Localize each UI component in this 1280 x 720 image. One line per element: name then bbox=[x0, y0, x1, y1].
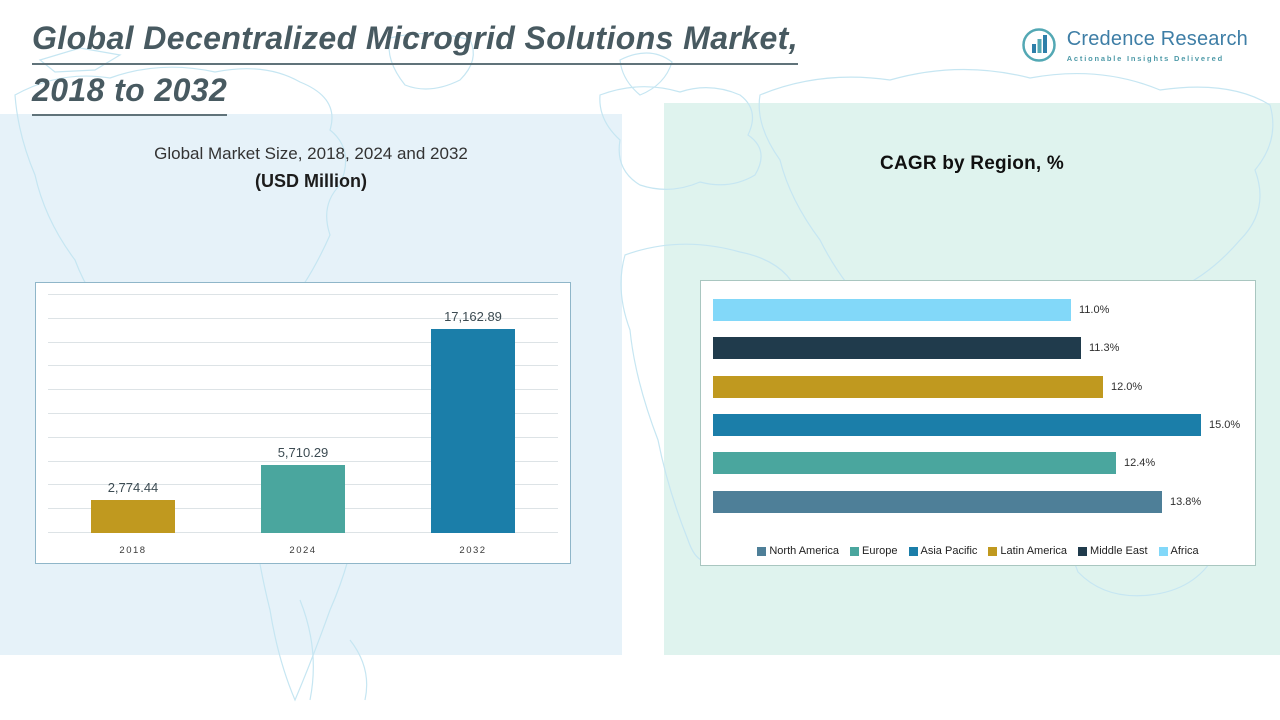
left-chart-heading: Global Market Size, 2018, 2024 and 2032 … bbox=[0, 144, 622, 192]
legend-item-asia-pacific: Asia Pacific bbox=[908, 545, 978, 557]
logo-chart-icon bbox=[1021, 28, 1056, 62]
cagr-row-asia-pacific: 15.0% bbox=[713, 414, 1247, 437]
market-size-panel: Global Market Size, 2018, 2024 and 2032 … bbox=[0, 114, 622, 655]
legend-swatch bbox=[908, 546, 918, 556]
cagr-bar-middle-east bbox=[713, 337, 1081, 360]
x-axis-label: 2032 bbox=[459, 545, 487, 556]
logo-name: Credence Research bbox=[1066, 27, 1248, 50]
cagr-panel: CAGR by Region, % 11.0% 11.3% 12.0% 15.0% 12… bbox=[664, 103, 1280, 655]
x-axis-label: 2024 bbox=[289, 545, 317, 556]
cagr-value-label: 12.4% bbox=[1124, 457, 1156, 470]
left-chart-title: Global Market Size, 2018, 2024 and 2032 bbox=[154, 144, 468, 163]
market-size-chart: 2,774.44 5,710.29 17,162.89 2018 2024 2032 bbox=[35, 282, 571, 564]
cagr-row-north-america: 13.8% bbox=[713, 490, 1247, 513]
logo: Credence Research Actionable Insights De… bbox=[1020, 26, 1248, 64]
logo-tagline: Actionable Insights Delivered bbox=[1066, 53, 1224, 63]
x-axis-labels: 2018 2024 2032 bbox=[48, 545, 558, 556]
legend-label: Middle East bbox=[1090, 545, 1148, 557]
left-chart-units: (USD Million) bbox=[255, 171, 367, 191]
legend-swatch bbox=[988, 546, 998, 556]
market-size-bar-2024 bbox=[261, 465, 345, 533]
cagr-value-label: 15.0% bbox=[1209, 419, 1241, 432]
legend-swatch bbox=[850, 546, 860, 556]
gridline bbox=[48, 294, 558, 295]
cagr-bar-asia-pacific bbox=[713, 414, 1201, 437]
cagr-chart: 11.0% 11.3% 12.0% 15.0% 12.4% 13.8% North Ame… bbox=[700, 280, 1256, 566]
cagr-value-label: 13.8% bbox=[1170, 495, 1202, 508]
legend-swatch bbox=[1158, 546, 1168, 556]
legend-swatch bbox=[1078, 546, 1088, 556]
legend-item-north-america: North America bbox=[757, 545, 839, 557]
market-size-bar-2018 bbox=[91, 500, 175, 533]
bar-group-2018: 2,774.44 bbox=[48, 297, 218, 533]
x-axis-label: 2018 bbox=[119, 545, 147, 556]
cagr-bar-africa bbox=[713, 299, 1071, 322]
page-title-line1: Global Decentralized Microgrid Solutions… bbox=[32, 18, 798, 65]
legend-label: North America bbox=[769, 545, 840, 557]
bar-group-2024: 5,710.29 bbox=[218, 297, 388, 533]
bar-value-label: 5,710.29 bbox=[277, 445, 329, 460]
legend-label: Africa bbox=[1170, 545, 1199, 557]
legend-swatch bbox=[757, 546, 767, 556]
legend-item-europe: Europe bbox=[850, 545, 898, 557]
legend-label: Europe bbox=[862, 545, 898, 557]
cagr-row-europe: 12.4% bbox=[713, 452, 1247, 475]
cagr-value-label: 11.3% bbox=[1089, 342, 1120, 355]
legend-label: Latin America bbox=[1000, 545, 1068, 557]
cagr-bar-latin-america bbox=[713, 375, 1103, 398]
page-title-line2: 2018 to 2032 bbox=[32, 70, 228, 117]
page-title: Global Decentralized Microgrid Solutions… bbox=[32, 18, 798, 117]
legend-label: Asia Pacific bbox=[920, 545, 978, 557]
cagr-legend: North America Europe Asia Pacific Latin Ame… bbox=[701, 545, 1255, 557]
cagr-row-africa: 11.0% bbox=[713, 299, 1247, 322]
market-size-bar-2032 bbox=[431, 329, 515, 533]
legend-item-latin-america: Latin America bbox=[988, 545, 1067, 557]
cagr-value-label: 11.0% bbox=[1079, 304, 1110, 317]
cagr-chart-title: CAGR by Region, % bbox=[880, 153, 1064, 174]
cagr-bars: 11.0% 11.3% 12.0% 15.0% 12.4% 13.8% bbox=[713, 291, 1247, 521]
bar-value-label: 2,774.44 bbox=[107, 480, 159, 495]
bar-value-label: 17,162.89 bbox=[444, 309, 502, 324]
legend-item-africa: Africa bbox=[1158, 545, 1199, 557]
cagr-row-middle-east: 11.3% bbox=[713, 337, 1247, 360]
cagr-row-latin-america: 12.0% bbox=[713, 375, 1247, 398]
cagr-bar-north-america bbox=[713, 490, 1162, 513]
cagr-bar-europe bbox=[713, 452, 1116, 475]
bar-group-2032: 17,162.89 bbox=[388, 297, 558, 533]
legend-item-middle-east: Middle East bbox=[1078, 545, 1148, 557]
market-size-bars: 2,774.44 5,710.29 17,162.89 bbox=[48, 297, 558, 533]
cagr-value-label: 12.0% bbox=[1111, 380, 1143, 393]
